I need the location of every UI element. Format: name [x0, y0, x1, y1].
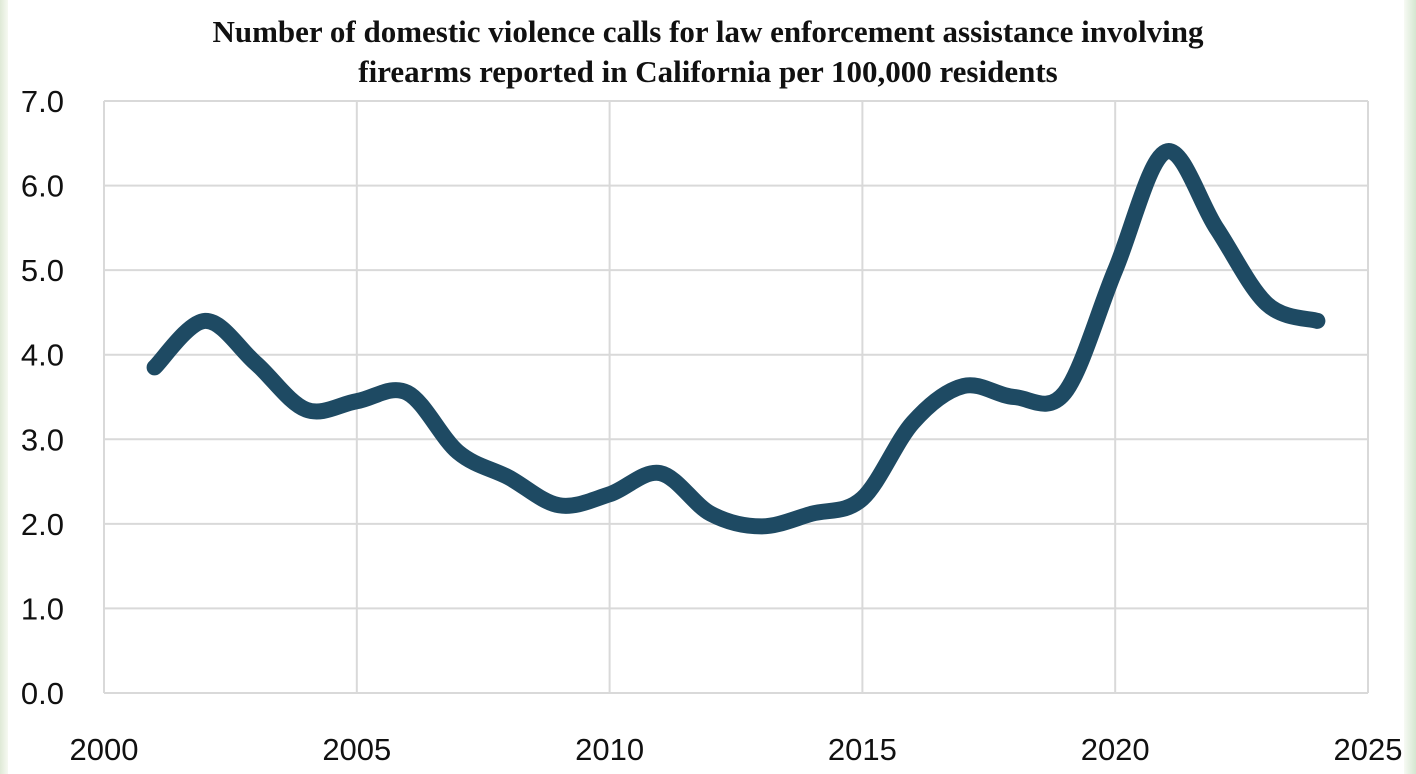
y-tick-label-5: 5.0 — [21, 253, 64, 288]
x-tick-label-2: 2010 — [575, 732, 644, 767]
slide-edge-left — [0, 0, 8, 774]
x-tick-label-1: 2005 — [322, 732, 391, 767]
x-tick-label-5: 2025 — [1334, 732, 1403, 767]
chart-title-line-1: Number of domestic violence calls for la… — [212, 14, 1204, 49]
y-tick-label-0: 0.0 — [21, 676, 64, 711]
y-tick-label-7: 7.0 — [21, 84, 64, 119]
chart-title: Number of domestic violence calls for la… — [0, 12, 1416, 92]
x-tick-label-3: 2015 — [828, 732, 897, 767]
y-tick-label-2: 2.0 — [21, 507, 64, 542]
series-line-0 — [146, 143, 1326, 535]
series-layer — [146, 143, 1326, 535]
y-axis-tick-labels: 0.0 1.0 2.0 3.0 4.0 5.0 6.0 7.0 — [21, 84, 64, 711]
chart-title-line-2: firearms reported in California per 100,… — [358, 54, 1058, 89]
axes — [103, 101, 1368, 694]
y-tick-label-4: 4.0 — [21, 338, 64, 373]
y-tick-label-1: 1.0 — [21, 591, 64, 626]
y-tick-label-3: 3.0 — [21, 422, 64, 457]
x-axis-tick-labels: 2000 2005 2010 2015 2020 2025 — [70, 732, 1403, 767]
gridlines — [104, 100, 1369, 693]
slide-edge-right — [1404, 0, 1416, 774]
y-tick-label-6: 6.0 — [21, 169, 64, 204]
x-tick-label-4: 2020 — [1081, 732, 1150, 767]
x-tick-label-0: 2000 — [70, 732, 139, 767]
